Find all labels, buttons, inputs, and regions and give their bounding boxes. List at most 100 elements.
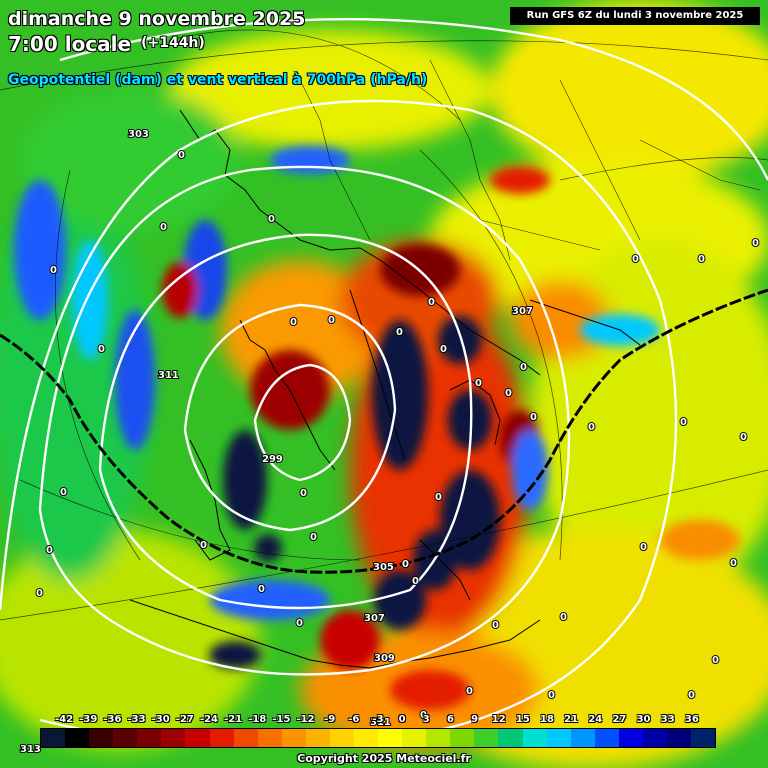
legend-swatch xyxy=(161,729,186,747)
legend-swatch xyxy=(329,729,355,747)
zero-value-label: 0 xyxy=(258,584,265,595)
legend-tick-label: 3 xyxy=(422,714,430,725)
zero-value-label: 0 xyxy=(698,254,705,265)
zero-value-label: 0 xyxy=(60,487,67,498)
legend-tick-label: 15 xyxy=(515,714,530,725)
legend-swatch xyxy=(65,729,90,747)
zero-value-label: 0 xyxy=(530,412,537,423)
zero-value-label: 0 xyxy=(36,588,43,599)
graticule xyxy=(0,29,768,621)
legend-tick-label: -27 xyxy=(175,714,194,725)
title-lead-time: (+144h) xyxy=(141,35,205,51)
legend-tick-label: -18 xyxy=(248,714,267,725)
color-legend: -42 -39 -36 -33 -30 -27 -24 -21 -18 -15 -12 -9 -6 -3 0… xyxy=(40,714,716,752)
legend-swatch xyxy=(233,729,258,747)
zero-value-label: 0 xyxy=(328,315,335,326)
zero-value-label: 0 xyxy=(46,545,53,556)
legend-tick-label: -33 xyxy=(127,714,146,725)
zero-value-label: 0 xyxy=(730,558,737,569)
contour-value-label: 311 xyxy=(158,370,179,381)
zero-value-label: 0 xyxy=(435,492,442,503)
zero-value-label: 0 xyxy=(200,540,207,551)
contour-value-label: 309 xyxy=(374,653,395,664)
legend-tick-label: -36 xyxy=(103,714,122,725)
contour-value-label: 307 xyxy=(512,306,533,317)
zero-value-label: 0 xyxy=(412,576,419,587)
zero-value-label: 0 xyxy=(740,432,747,443)
legend-swatch xyxy=(570,729,595,747)
legend-swatch xyxy=(41,729,66,747)
legend-swatch xyxy=(354,729,379,747)
legend-swatch xyxy=(113,729,138,747)
legend-tick-label: -3 xyxy=(372,714,384,725)
legend-swatches xyxy=(40,728,716,748)
zero-value-label: 0 xyxy=(98,344,105,355)
legend-tick-label: -12 xyxy=(296,714,315,725)
legend-tick-label: -6 xyxy=(348,714,360,725)
legend-tick-label: -24 xyxy=(199,714,219,725)
legend-swatch xyxy=(498,729,523,747)
legend-swatch xyxy=(450,729,475,747)
legend-swatch xyxy=(209,729,234,747)
zero-value-label: 0 xyxy=(428,297,435,308)
zero-value-label: 0 xyxy=(310,532,317,543)
zero-value-label: 0 xyxy=(296,618,303,629)
zero-value-label: 0 xyxy=(492,620,499,631)
contour-value-label: 313 xyxy=(20,744,41,755)
zero-value-label: 0 xyxy=(466,686,473,697)
legend-swatch xyxy=(378,729,403,747)
zero-value-label: 0 xyxy=(680,417,687,428)
contour-value-label: 311 xyxy=(370,717,391,728)
legend-tick-label: 0 xyxy=(398,714,406,725)
zero-value-label: 0 xyxy=(588,422,595,433)
dashed-trough-line xyxy=(0,288,768,574)
zero-value-label: 0 xyxy=(475,378,482,389)
zero-value-label: 0 xyxy=(560,612,567,623)
copyright: Copyright 2025 Meteociel.fr xyxy=(297,752,471,765)
map-subtitle: Geopotentiel (dam) et vent vertical à 70… xyxy=(8,72,428,88)
legend-tick-label: 33 xyxy=(660,714,675,725)
legend-swatch xyxy=(667,729,692,747)
legend-ticks: -42 -39 -36 -33 -30 -27 -24 -21 -18 -15 -12 -9 -6 -3 0… xyxy=(40,714,716,728)
legend-swatch xyxy=(426,729,451,747)
run-info-box: Run GFS 6Z du lundi 3 novembre 2025 xyxy=(510,7,760,25)
contour-value-label: 307 xyxy=(364,613,385,624)
legend-tick-label: 12 xyxy=(491,714,506,725)
contour-value-label: 299 xyxy=(262,454,283,465)
contour-value-label: 303 xyxy=(128,129,149,140)
legend-swatch xyxy=(305,729,330,747)
title-local-time: 7:00 locale xyxy=(8,32,132,56)
legend-tick-label: -15 xyxy=(272,714,291,725)
zero-value-label: 0 xyxy=(396,327,403,338)
legend-tick-label: 30 xyxy=(636,714,651,725)
legend-tick-label: -9 xyxy=(324,714,336,725)
legend-swatch xyxy=(185,729,210,747)
legend-tick-label: -30 xyxy=(151,714,170,725)
vertical-wind-field-detail xyxy=(14,146,740,710)
zero-value-label: 0 xyxy=(548,690,555,701)
legend-swatch xyxy=(618,729,643,747)
legend-tick-label: 24 xyxy=(588,714,603,725)
zero-value-label: 0 xyxy=(402,559,409,570)
zero-value-label: 0 xyxy=(420,710,427,721)
legend-swatch xyxy=(474,729,499,747)
legend-tick-label: 9 xyxy=(471,714,479,725)
zero-value-label: 0 xyxy=(520,362,527,373)
zero-value-label: 0 xyxy=(712,655,719,666)
zero-value-label: 0 xyxy=(50,265,57,276)
country-borders xyxy=(299,59,761,261)
legend-swatch xyxy=(89,729,114,747)
zero-value-label: 0 xyxy=(268,214,275,225)
legend-swatch xyxy=(281,729,306,747)
legend-swatch xyxy=(546,729,571,747)
legend-tick-label: -39 xyxy=(79,714,98,725)
legend-swatch xyxy=(594,729,619,747)
coastlines xyxy=(129,109,641,669)
legend-tick-label: 21 xyxy=(564,714,579,725)
title-time: 7:00 locale (+144h) xyxy=(8,32,205,56)
zero-value-label: 0 xyxy=(505,388,512,399)
legend-swatch xyxy=(137,729,162,747)
